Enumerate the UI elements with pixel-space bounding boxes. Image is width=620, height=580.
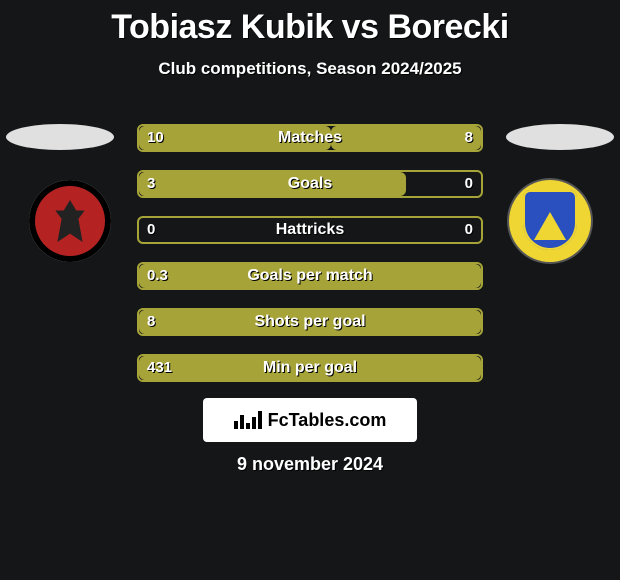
- stat-value-left: 3: [147, 170, 155, 198]
- comparison-title: Tobiasz Kubik vs Borecki: [0, 0, 620, 47]
- stat-label: Matches: [137, 124, 483, 152]
- stat-value-right: 0: [465, 216, 473, 244]
- arka-gdynia-icon: [523, 190, 577, 250]
- source-label: FcTables.com: [268, 410, 387, 431]
- stat-row: Goals per match0.3: [137, 262, 483, 290]
- club-crest-right: [509, 180, 591, 262]
- stat-value-right: 8: [465, 124, 473, 152]
- stats-bars: Matches108Goals30Hattricks00Goals per ma…: [137, 124, 483, 400]
- club-crest-left: [29, 180, 111, 262]
- chart-icon: [234, 411, 262, 429]
- stat-value-left: 431: [147, 354, 172, 382]
- stat-label: Min per goal: [137, 354, 483, 382]
- stat-row: Matches10 8: [137, 124, 483, 152]
- stat-label: Hattricks: [137, 216, 483, 244]
- stat-value-left: 0: [147, 216, 155, 244]
- comparison-date: 9 november 2024: [0, 454, 620, 475]
- stat-row: Goals3 0: [137, 170, 483, 198]
- club-tijuana-icon: [49, 200, 91, 242]
- comparison-subtitle: Club competitions, Season 2024/2025: [0, 59, 620, 79]
- stat-row: Shots per goal8: [137, 308, 483, 336]
- stat-value-left: 10: [147, 124, 164, 152]
- stat-row: Min per goal431: [137, 354, 483, 382]
- source-badge: FcTables.com: [203, 398, 417, 442]
- stat-value-left: 0.3: [147, 262, 168, 290]
- stat-value-right: 0: [465, 170, 473, 198]
- stat-row: Hattricks0 0: [137, 216, 483, 244]
- player-shadow-left: [6, 124, 114, 150]
- player-shadow-right: [506, 124, 614, 150]
- stat-label: Goals: [137, 170, 483, 198]
- stat-label: Shots per goal: [137, 308, 483, 336]
- stat-label: Goals per match: [137, 262, 483, 290]
- stat-value-left: 8: [147, 308, 155, 336]
